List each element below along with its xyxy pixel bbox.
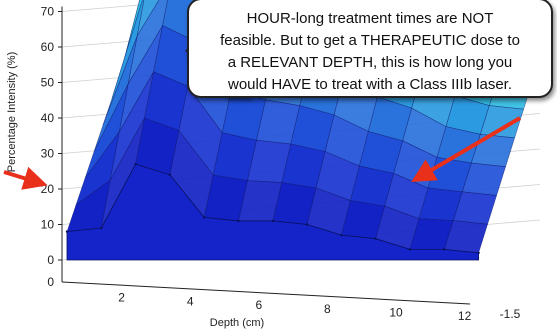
y-tick-label-base: 0 <box>47 275 54 289</box>
y-tick-label: 0 <box>47 253 54 267</box>
front-profile-point <box>340 233 343 237</box>
left-arrow <box>3 166 48 190</box>
z-tick-label: -1.5 <box>500 307 521 321</box>
x-axis-label: Depth (cm) <box>210 317 264 329</box>
front-profile-point <box>477 251 480 255</box>
y-tick-label: 60 <box>41 40 55 54</box>
y-tick-label: 10 <box>41 218 55 232</box>
callout-line: would HAVE to treat with a Class IIIb la… <box>227 76 512 93</box>
annotation-arrows <box>3 116 522 190</box>
front-profile-point <box>408 248 412 251</box>
pointer-arrow <box>411 116 522 183</box>
x-tick-label: 10 <box>389 306 403 320</box>
front-profile-point <box>271 219 274 223</box>
front-profile-point <box>374 237 377 240</box>
x-tick-label: 4 <box>187 294 194 308</box>
front-profile-point <box>168 173 172 176</box>
x-tick-label: 6 <box>255 298 262 312</box>
y-tick-label: 30 <box>41 147 55 161</box>
x-axis-line <box>61 281 471 305</box>
y-tick-label: 40 <box>41 111 55 125</box>
y-tick-label: 20 <box>41 182 55 196</box>
front-profile-point <box>237 219 240 223</box>
surface-front <box>66 163 480 261</box>
x-tick-label: 12 <box>458 309 472 323</box>
front-profile-point <box>443 248 446 251</box>
x-tick-label: 2 <box>118 291 125 305</box>
callout-line: feasible. But to get a THERAPEUTIC dose … <box>220 32 520 49</box>
callout-box: HOUR-long treatment times are NOT feasib… <box>187 0 553 98</box>
callout-line: a RELEVANT DEPTH, this is how long you <box>227 54 513 71</box>
y-axis-label: Percentage Intensity (%) <box>6 52 18 172</box>
x-tick-label: 8 <box>324 302 331 316</box>
front-profile-point <box>100 226 103 230</box>
y-tick-label: 50 <box>41 76 55 90</box>
front-profile-point <box>203 216 206 219</box>
front-profile-point <box>65 230 69 233</box>
front-profile-point <box>134 162 137 166</box>
front-profile-point <box>305 223 309 226</box>
axes: 0 10 20 30 40 50 60 70 0 2 4 6 8 10 12 -1.5 <box>41 5 521 324</box>
callout-line: HOUR-long treatment times are NOT <box>246 10 494 27</box>
y-tick-label: 70 <box>41 5 55 19</box>
